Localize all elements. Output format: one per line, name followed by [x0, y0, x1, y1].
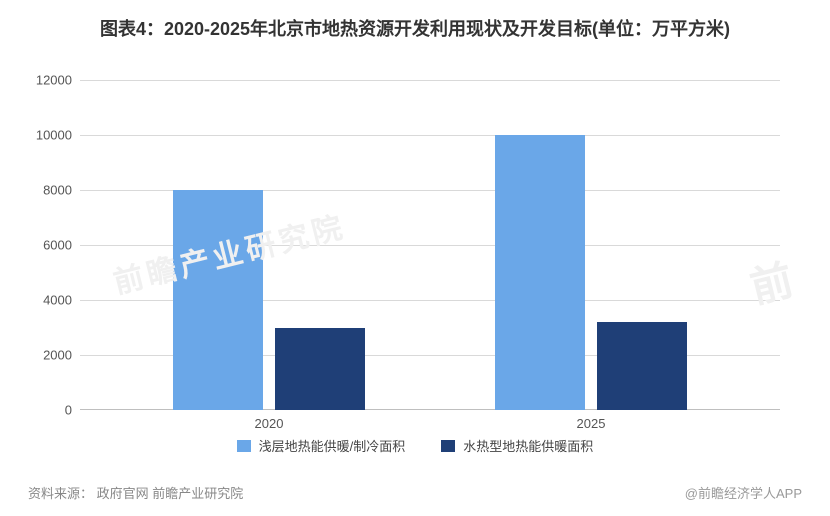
legend-item: 水热型地热能供暖面积	[441, 436, 593, 455]
bar	[275, 328, 365, 411]
y-tick-label: 4000	[12, 293, 72, 308]
legend-swatch	[237, 440, 251, 452]
legend: 浅层地热能供暖/制冷面积 水热型地热能供暖面积	[0, 436, 830, 455]
x-tick-label: 2020	[255, 416, 284, 431]
plot: 02000400060008000100001200020202025	[80, 80, 780, 410]
attribution: @前瞻经济学人APP	[685, 483, 802, 502]
bar	[495, 135, 585, 410]
y-tick-label: 6000	[12, 238, 72, 253]
y-tick-label: 12000	[12, 73, 72, 88]
chart-title: 图表4：2020-2025年北京市地热资源开发利用现状及开发目标(单位：万平方米…	[0, 0, 830, 47]
y-tick-label: 2000	[12, 348, 72, 363]
bar	[173, 190, 263, 410]
legend-swatch	[441, 440, 455, 452]
x-tick-label: 2025	[577, 416, 606, 431]
grid-line	[80, 135, 780, 136]
y-tick-label: 10000	[12, 128, 72, 143]
legend-label: 水热型地热能供暖面积	[463, 436, 593, 455]
y-tick-label: 0	[12, 403, 72, 418]
grid-line	[80, 80, 780, 81]
plot-area: 02000400060008000100001200020202025	[80, 80, 780, 410]
source-line: 资料来源： 政府官网 前瞻产业研究院	[28, 483, 243, 502]
legend-item: 浅层地热能供暖/制冷面积	[237, 436, 406, 455]
chart-container: 图表4：2020-2025年北京市地热资源开发利用现状及开发目标(单位：万平方米…	[0, 0, 830, 516]
source-text: 政府官网 前瞻产业研究院	[97, 486, 244, 501]
bar	[597, 322, 687, 410]
legend-label: 浅层地热能供暖/制冷面积	[259, 436, 406, 455]
y-tick-label: 8000	[12, 183, 72, 198]
source-label: 资料来源：	[28, 486, 93, 501]
